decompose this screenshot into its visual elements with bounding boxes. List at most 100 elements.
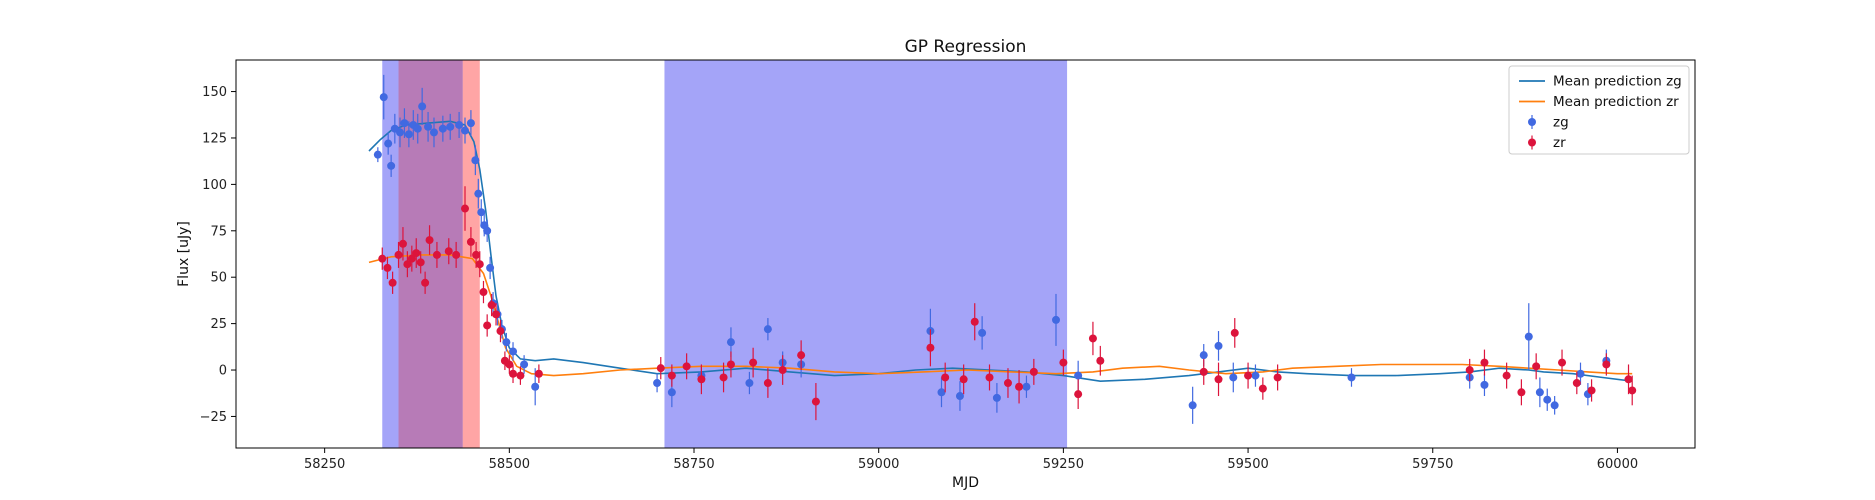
zg-point (461, 126, 470, 135)
zr-point (452, 250, 461, 259)
zr-point (466, 237, 475, 246)
y-tick-label: 75 (210, 224, 227, 239)
y-tick-label: 0 (219, 364, 227, 379)
zr-point (412, 249, 421, 258)
zr-point (483, 321, 492, 330)
zg-point (520, 360, 529, 369)
zr-point (749, 358, 758, 367)
zr-point (1602, 360, 1611, 369)
zg-point (763, 325, 772, 334)
x-tick-label: 60000 (1597, 457, 1638, 472)
y-tick-label: 100 (202, 178, 227, 193)
legend-label: Mean prediction zg (1553, 74, 1682, 90)
zg-point (937, 388, 946, 397)
zr-point (394, 250, 403, 259)
legend-box (1508, 65, 1690, 155)
zr-point (383, 263, 392, 272)
zg-point (1480, 380, 1489, 389)
zg-point (474, 189, 483, 198)
zr-point (1003, 379, 1012, 388)
y-tick-label: −25 (200, 410, 227, 425)
zg-point (992, 393, 1001, 402)
x-tick-label: 58250 (304, 457, 345, 472)
x-axis-label: MJD (952, 475, 979, 491)
zg-point (429, 128, 438, 137)
zg-point (1229, 373, 1238, 382)
zr-point (1230, 328, 1239, 337)
zr-point (398, 239, 407, 248)
zr-point (1517, 388, 1526, 397)
zr-point (444, 247, 453, 256)
zr-point (1502, 371, 1511, 380)
plot-frame (235, 59, 1696, 449)
legend-label: Mean prediction zr (1553, 94, 1679, 110)
zg-point (1188, 401, 1197, 410)
legend-label: zg (1553, 115, 1569, 131)
zr-point (425, 236, 434, 245)
zr-point (1558, 358, 1567, 367)
axes-ticks: 58250 58500 58750 59000 59250 59500 59750 60000… (200, 85, 1639, 472)
zg-point (955, 392, 964, 401)
zg-point (483, 226, 492, 235)
x-tick-label: 58500 (489, 457, 530, 472)
zr-point (1532, 362, 1541, 371)
zr-point (475, 260, 484, 269)
zr-point (479, 288, 488, 297)
zr-point (682, 362, 691, 371)
y-tick-label: 50 (210, 271, 227, 286)
zg-point (1022, 382, 1031, 391)
zr-point (1628, 386, 1637, 395)
y-tick-label: 25 (210, 317, 227, 332)
zr-point (985, 373, 994, 382)
zg-point (1550, 401, 1559, 410)
zg-point (418, 102, 427, 111)
zr-point (1096, 356, 1105, 365)
zg-point (400, 119, 409, 128)
zg-point (387, 161, 396, 170)
zr-point (970, 317, 979, 326)
zg-point (373, 150, 382, 159)
zr-point (797, 351, 806, 360)
observation-points (373, 74, 1637, 424)
legend-marker-swatch (1528, 138, 1536, 147)
zr-point (487, 301, 496, 310)
shaded-region-0 (382, 60, 399, 448)
zg-point (978, 328, 987, 337)
zr-point (388, 278, 397, 287)
zr-point (432, 250, 441, 259)
zr-point (1199, 367, 1208, 376)
zr-point (926, 343, 935, 352)
y-tick-label: 150 (202, 85, 227, 100)
zr-point (697, 375, 706, 384)
zg-point (1347, 373, 1356, 382)
zr-point (1572, 379, 1581, 388)
zr-point (407, 254, 416, 263)
chart-title: GP Regression (905, 37, 1027, 57)
shaded-regions (382, 60, 1068, 448)
zr-point (726, 360, 735, 369)
zr-point (1088, 334, 1097, 343)
y-tick-label: 125 (202, 131, 227, 146)
zg-point (438, 124, 447, 133)
zg-point (1199, 351, 1208, 360)
zr-point (492, 310, 501, 319)
zg-point (466, 119, 475, 128)
zr-point (1244, 371, 1253, 380)
zr-point (378, 254, 387, 263)
zr-point (1074, 390, 1083, 399)
zg-point (379, 93, 388, 102)
zg-point (1251, 371, 1260, 380)
zr-point (763, 379, 772, 388)
zg-point (424, 122, 433, 131)
zg-point (502, 338, 511, 347)
zr-point (461, 204, 470, 213)
zg-point (1214, 341, 1223, 350)
zg-point (667, 388, 676, 397)
zg-point (1051, 315, 1060, 324)
zr-point (472, 250, 481, 259)
zg-point (1524, 332, 1533, 341)
zr-point (516, 371, 525, 380)
zg-point (471, 156, 480, 165)
zr-point (811, 397, 820, 406)
